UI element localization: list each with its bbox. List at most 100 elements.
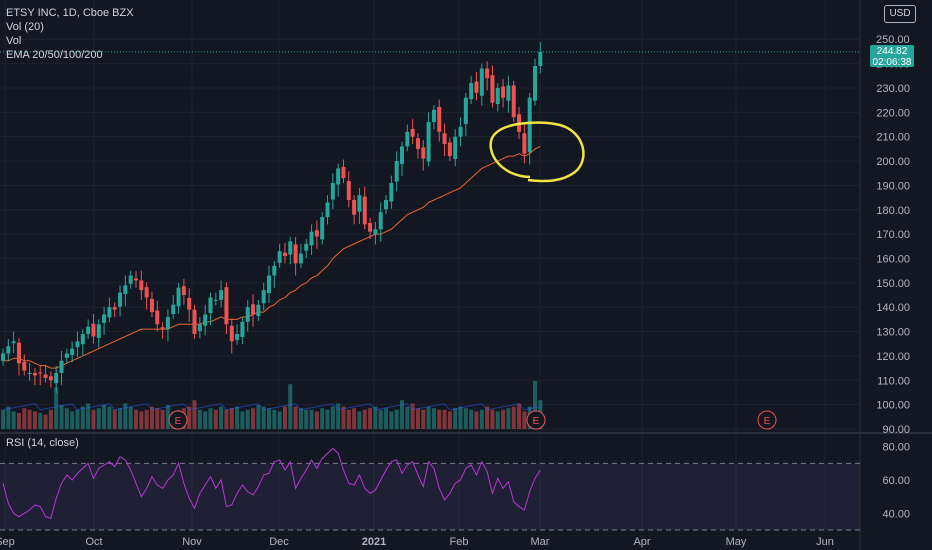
- candle-body: [59, 360, 64, 373]
- rsi-band: [0, 463, 860, 530]
- candle-body: [495, 87, 500, 105]
- candle-body: [293, 244, 298, 264]
- legend-vol20[interactable]: Vol (20): [6, 21, 44, 33]
- ema-line: [3, 145, 541, 369]
- candle-body: [235, 333, 240, 340]
- volume-bar: [139, 411, 144, 429]
- volume-bar: [6, 406, 11, 429]
- volume-bar: [86, 403, 91, 429]
- rsi-legend[interactable]: RSI (14, close): [6, 437, 79, 449]
- volume-bar: [272, 409, 277, 429]
- candle-body: [378, 212, 383, 230]
- currency-badge[interactable]: USD: [884, 5, 916, 23]
- candle-body: [384, 200, 389, 210]
- candle-body: [463, 97, 468, 125]
- volume-bar: [394, 409, 399, 429]
- candle-body: [474, 81, 479, 93]
- volume-bar: [320, 408, 325, 429]
- candle-body: [32, 372, 37, 376]
- volume-bar: [298, 408, 303, 429]
- earnings-marker[interactable]: [526, 410, 546, 430]
- volume-bar: [16, 413, 21, 429]
- candle-body: [11, 341, 16, 344]
- volume-bar: [495, 411, 500, 429]
- earnings-marker[interactable]: [168, 410, 188, 430]
- candle-body: [267, 275, 271, 294]
- volume-bar: [11, 411, 16, 429]
- candle-body: [16, 342, 21, 364]
- candle-body: [160, 327, 165, 330]
- volume-bar: [192, 400, 197, 429]
- price-axis-label: 170.00: [876, 229, 910, 241]
- last-price-countdown: 02:06:38: [872, 57, 912, 68]
- time-axis-label: Jun: [816, 536, 834, 548]
- candle-body: [368, 222, 373, 232]
- candle-body: [48, 376, 53, 381]
- price-axis-label: 150.00: [876, 278, 910, 290]
- candle-body: [506, 85, 511, 101]
- candle-body: [490, 75, 495, 103]
- legend-ema[interactable]: EMA 20/50/100/200: [6, 49, 103, 61]
- volume-bar: [389, 411, 394, 429]
- price-axis-label: 90.00: [882, 424, 910, 436]
- volume-bar: [442, 409, 447, 429]
- candle-body: [256, 304, 261, 316]
- volume-bar: [38, 413, 43, 429]
- candle-body: [336, 168, 341, 185]
- time-axis-label: Oct: [85, 536, 102, 548]
- candle-body: [96, 324, 101, 338]
- price-axis-label: 180.00: [876, 205, 910, 217]
- volume-bar: [293, 406, 298, 429]
- price-axis-label: 110.00: [877, 375, 910, 387]
- candle-body: [102, 314, 107, 323]
- candle-body: [6, 346, 11, 354]
- volume-bar: [267, 408, 271, 429]
- volume-bar: [229, 408, 234, 429]
- volume-bar: [128, 406, 133, 429]
- rsi-axis-label: 80.00: [882, 442, 910, 454]
- volume-bar: [362, 409, 367, 429]
- candle-body: [80, 333, 85, 345]
- volume-bar: [91, 409, 96, 429]
- candle-body: [187, 297, 192, 310]
- candle-body: [352, 200, 357, 215]
- volume-bar: [325, 409, 330, 429]
- volume-bar: [187, 406, 192, 429]
- volume-bar: [96, 408, 101, 429]
- volume-bar: [27, 409, 32, 429]
- candle-body: [485, 68, 490, 79]
- volume-bar: [160, 409, 165, 429]
- candle-body: [91, 323, 96, 337]
- volume-bar: [330, 406, 335, 429]
- candle-body: [64, 353, 69, 358]
- volume-bar: [485, 406, 490, 429]
- highlight-circle-annotation: [489, 121, 585, 183]
- volume-bar: [357, 411, 362, 429]
- volume-bar: [479, 409, 484, 429]
- volume-bar: [219, 406, 224, 429]
- volume-bar: [70, 411, 75, 429]
- time-axis-label: Nov: [182, 536, 202, 548]
- candle-body: [538, 51, 543, 67]
- candle-body: [181, 286, 186, 296]
- candle-body: [533, 66, 537, 101]
- volume-bar: [421, 409, 426, 429]
- candle-body: [298, 253, 303, 264]
- volume-bar: [463, 408, 468, 429]
- legend-symbol[interactable]: ETSY INC, 1D, Cboe BZX: [6, 7, 134, 19]
- candle-body: [112, 307, 117, 310]
- earnings-marker[interactable]: [757, 410, 777, 430]
- candle-body: [330, 182, 335, 200]
- volume-bar: [213, 409, 218, 429]
- volume-bar: [304, 409, 309, 429]
- candle-body: [421, 147, 426, 159]
- candle-body: [213, 299, 218, 301]
- volume-bar: [373, 406, 378, 429]
- volume-bar: [134, 409, 138, 429]
- legend-vol[interactable]: Vol: [6, 35, 22, 47]
- rsi-axis-label: 40.00: [882, 508, 910, 520]
- volume-bar: [426, 406, 431, 429]
- volume-bar: [384, 408, 389, 429]
- volume-bar: [240, 411, 245, 429]
